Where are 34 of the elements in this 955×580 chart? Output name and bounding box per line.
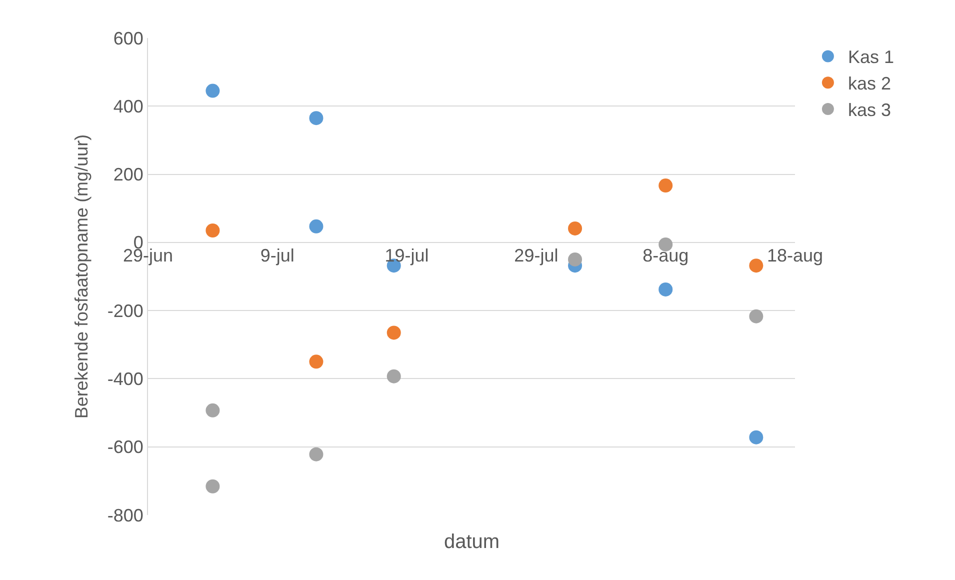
point [206, 224, 220, 238]
point [658, 282, 673, 296]
y-tick-label: -800 [107, 505, 144, 526]
point [568, 221, 582, 236]
point [658, 178, 673, 193]
point [206, 84, 220, 98]
y-tick-label: 600 [113, 28, 144, 48]
y-tick-label: 400 [113, 96, 144, 116]
y-tick-label: -400 [107, 369, 144, 390]
point [206, 403, 220, 418]
point [386, 369, 401, 384]
x-axis-title: datum [444, 531, 500, 553]
y-tick-label: 200 [113, 164, 144, 185]
point [749, 309, 764, 324]
point [206, 479, 220, 494]
legend-label: kas 3 [848, 100, 891, 120]
point [749, 258, 764, 273]
y-tick-label: -600 [107, 437, 144, 458]
point [309, 219, 324, 234]
point [309, 111, 324, 126]
point [749, 430, 764, 444]
legend-label: kas 2 [848, 74, 891, 94]
x-tick-label: 18-aug [766, 245, 824, 266]
legend-label: Kas 1 [848, 47, 894, 68]
point [309, 447, 324, 462]
point [568, 252, 582, 266]
y-tick-label: -200 [107, 300, 144, 321]
point [309, 354, 324, 369]
x-tick-label: 8-aug [642, 245, 689, 266]
x-tick-label: 9-jul [260, 245, 294, 266]
y-axis-title: Berekende fosfaatopname (mg/uur) [72, 134, 92, 419]
point [386, 326, 401, 340]
x-tick-label: 19-jul [384, 245, 429, 266]
x-tick-label: 29-jul [514, 245, 558, 266]
